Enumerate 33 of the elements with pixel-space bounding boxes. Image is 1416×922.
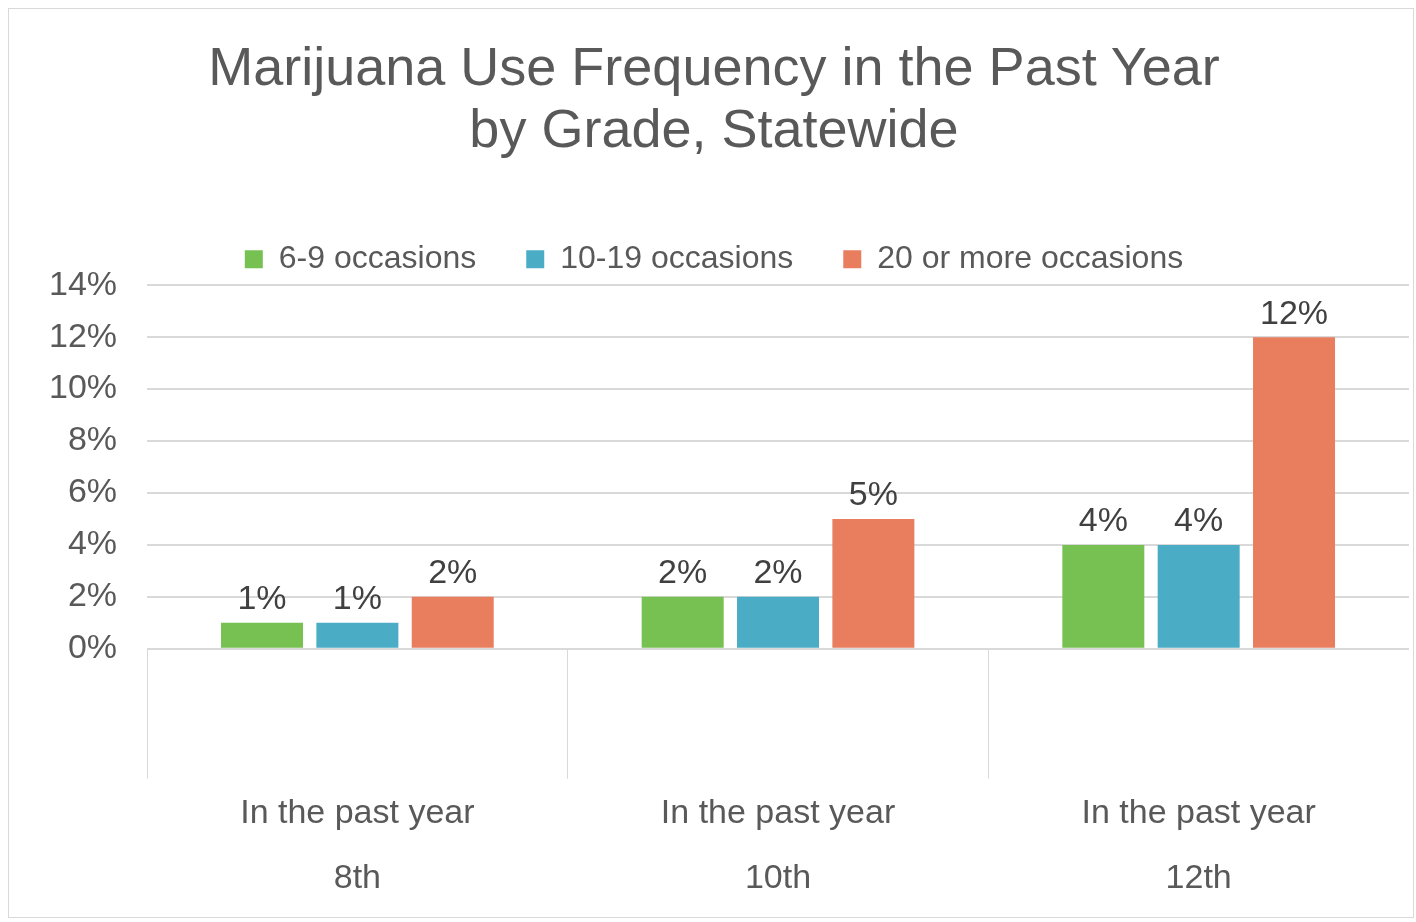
text: 5% bbox=[848, 474, 898, 513]
text: 2% bbox=[658, 552, 708, 591]
text: 4% bbox=[1174, 500, 1224, 539]
y-tick-label: 0% bbox=[67, 627, 118, 666]
text: 4% bbox=[1078, 500, 1128, 539]
legend-label: 10-19 occasions bbox=[560, 239, 794, 276]
bar bbox=[641, 596, 724, 648]
bar bbox=[1157, 544, 1240, 648]
bar bbox=[1253, 337, 1336, 648]
y-tick-label: 6% bbox=[67, 471, 118, 510]
legend-label: 6-9 occasions bbox=[278, 239, 477, 276]
bar bbox=[221, 622, 304, 648]
bar bbox=[1062, 544, 1145, 648]
text: 1% bbox=[237, 578, 287, 617]
y-tick-label: 2% bbox=[67, 575, 118, 614]
text: 1% bbox=[332, 578, 382, 617]
x-tick-label: In the past year 8th bbox=[240, 792, 475, 896]
bar bbox=[737, 596, 820, 648]
text: 12% bbox=[1259, 292, 1329, 331]
bar bbox=[316, 622, 399, 648]
y-tick-label: 12% bbox=[48, 315, 118, 354]
y-tick-label: 8% bbox=[67, 419, 118, 458]
bar bbox=[832, 518, 915, 648]
text: 2% bbox=[753, 552, 803, 591]
chart-title: Marijuana Use Frequency in the Past Year by Grade, Statewide bbox=[208, 35, 1220, 159]
x-tick-label: In the past year 10th bbox=[660, 792, 896, 896]
x-tick-label: In the past year 12th bbox=[1081, 792, 1316, 896]
y-tick-label: 4% bbox=[67, 523, 118, 562]
y-tick-label: 10% bbox=[48, 367, 118, 406]
y-tick-label: 14% bbox=[48, 263, 118, 302]
legend-label: 20 or more occasions bbox=[877, 239, 1184, 276]
text: 2% bbox=[428, 552, 478, 591]
bar bbox=[411, 596, 494, 648]
